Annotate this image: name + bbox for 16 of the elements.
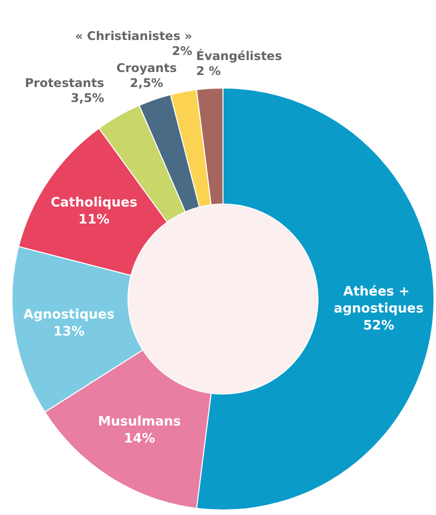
slice-label: Évangélistes — [196, 48, 282, 63]
data-label: 52% — [363, 318, 394, 334]
slice-label: Protestants — [24, 76, 104, 90]
slice-label: Athées + agnostiques — [334, 284, 424, 316]
slice-label: Croyants — [116, 61, 177, 76]
slice-label: Catholiques — [50, 195, 138, 210]
data-label: 3,5% — [70, 91, 104, 106]
slice-label: Musulmans — [98, 414, 182, 430]
slice-label: « Christianistes » — [75, 29, 192, 44]
data-label: 11% — [78, 212, 110, 228]
data-label: 2 % — [196, 64, 221, 78]
data-label: 2% — [172, 44, 192, 58]
data-label: 2,5% — [130, 76, 164, 90]
data-label: 14% — [124, 432, 155, 447]
data-label: 13% — [53, 324, 84, 340]
slice-label: Agnostiques — [23, 307, 115, 322]
